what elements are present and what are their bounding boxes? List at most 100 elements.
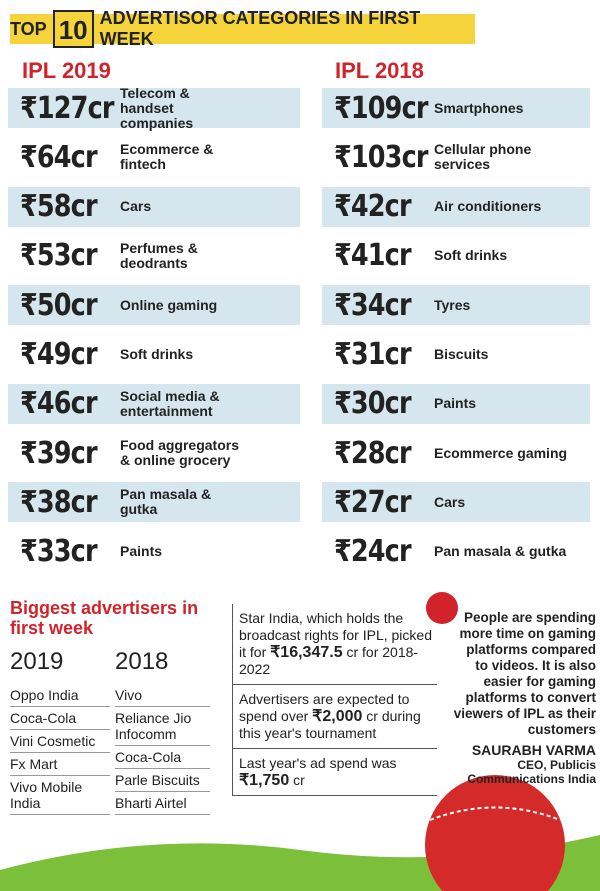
quote-role: CEO, Publicis Communications India [467, 758, 596, 786]
amount: ₹33cr [20, 534, 98, 570]
category-row: ₹58cr Cars [8, 186, 300, 227]
category: Cars [120, 198, 152, 215]
amount: ₹24cr [334, 534, 412, 570]
amount: ₹38cr [20, 484, 98, 520]
amount: ₹49cr [20, 337, 98, 372]
amount: ₹30cr [334, 386, 412, 422]
category: Pan masala & gutka [120, 486, 212, 518]
category: Air conditioners [434, 198, 542, 215]
amount: ₹64cr [20, 139, 98, 175]
category-row: ₹28cr Ecommerce gaming [322, 433, 590, 473]
amount: ₹31cr [334, 337, 412, 372]
amount: ₹127cr [20, 90, 114, 126]
header-pre: TOP [10, 18, 47, 39]
category-row: ₹46cr Social media & entertainment [8, 383, 300, 424]
category-row: ₹34cr Tyres [322, 285, 590, 326]
header: TOP 10 ADVERTISOR CATEGORIES IN FIRST WE… [10, 8, 475, 49]
advertiser: Coca-Cola [10, 707, 110, 730]
amount: ₹46cr [20, 386, 98, 422]
amount: ₹53cr [20, 238, 98, 274]
advertiser: Bharti Airtel [115, 792, 210, 815]
category-row: ₹33cr Paints [8, 532, 300, 572]
amount: ₹27cr [334, 484, 412, 520]
amount: ₹103cr [334, 139, 428, 175]
fact-text: Last year's ad spend was [239, 755, 397, 771]
category-row: ₹30cr Paints [322, 383, 590, 424]
category-row: ₹49cr Soft drinks [8, 335, 300, 375]
category-row: ₹50cr Online gaming [8, 285, 300, 326]
header-number: 10 [52, 10, 94, 48]
quote-text: People are spending more time on gaming … [453, 610, 596, 737]
fact-amount: ₹16,347.5 [270, 644, 343, 661]
advertiser: Vivo [115, 684, 210, 707]
fact-text: cr for 2018-2022 [239, 644, 419, 677]
category: Cars [434, 493, 466, 510]
header-title: ADVERTISOR CATEGORIES IN FIRST WEEK [99, 8, 421, 49]
category-row: ₹39cr Food aggregators & online grocery [8, 433, 300, 473]
category-row: ₹41cr Soft drinks [322, 236, 590, 276]
advertiser: Fx Mart [10, 753, 110, 776]
category-row: ₹127cr Telecom & handset companies [8, 84, 300, 131]
category: Biscuits [434, 346, 489, 362]
category: Tyres [434, 296, 471, 313]
category-row: ₹64cr Ecommerce & fintech [8, 137, 300, 177]
advertiser: Parle Biscuits [115, 769, 210, 792]
category: Telecom & handset companies [120, 84, 194, 131]
amount: ₹109cr [334, 90, 428, 126]
advertiser: Reliance Jio Infocomm [115, 707, 210, 746]
fact: Advertisers are expected to spend over ₹… [233, 685, 437, 749]
fact-text: cr during this year's tournament [239, 708, 421, 741]
category: Cellular phone services [434, 141, 532, 173]
category: Social media & entertainment [120, 387, 220, 419]
category: Soft drinks [434, 247, 508, 264]
fact-amount: ₹2,000 [312, 708, 363, 725]
category-row: ₹31cr Biscuits [322, 335, 590, 375]
category-row: ₹42cr Air conditioners [322, 186, 590, 227]
column-title: IPL 2018 [335, 58, 424, 83]
fact: Last year's ad spend was ₹1,750 cr [233, 749, 437, 796]
category-row: ₹53cr Perfumes & deodrants [8, 236, 300, 276]
category-row: ₹38cr Pan masala & gutka [8, 482, 300, 523]
facts: Star India, which holds the broadcast ri… [232, 604, 437, 796]
quote: People are spending more time on gaming … [452, 610, 596, 786]
category-row: ₹24cr Pan masala & gutka [322, 532, 590, 572]
fact-amount: ₹1,750 [239, 772, 290, 789]
advertiser: Coca-Cola [115, 746, 210, 769]
amount: ₹42cr [334, 189, 412, 225]
advertiser: Vivo Mobile India [10, 776, 110, 815]
category: Online gaming [120, 296, 218, 313]
amount: ₹39cr [20, 435, 98, 471]
advertiser-column: 2019 Oppo India Coca-Cola Vini Cosmetic Fx M… [10, 648, 110, 815]
year: 2018 [115, 648, 169, 675]
amount: ₹50cr [20, 287, 98, 323]
category-row: ₹27cr Cars [322, 482, 590, 523]
category: Soft drinks [120, 346, 194, 362]
fact-text: Advertisers are expected to spend over [239, 691, 410, 724]
amount: ₹28cr [334, 435, 412, 471]
fact-text: Star India, which holds the broadcast ri… [239, 610, 432, 660]
decoration [0, 592, 600, 891]
quote-name: SAURABH VARMA [471, 742, 596, 758]
category: Ecommerce & fintech [120, 141, 214, 173]
category: Pan masala & gutka [434, 543, 567, 560]
category-row: ₹109cr Smartphones [322, 88, 590, 128]
category: Perfumes & deodrants [120, 239, 198, 271]
advertiser: Vini Cosmetic [10, 730, 110, 753]
category: Smartphones [434, 99, 524, 116]
category: Food aggregators & online grocery [120, 437, 240, 469]
category: Ecommerce gaming [434, 444, 568, 461]
column-title: IPL 2019 [22, 58, 111, 83]
fact-text: cr [289, 772, 305, 788]
year: 2019 [10, 648, 64, 675]
advertisers: 2019 Oppo India Coca-Cola Vini Cosmetic Fx M… [10, 648, 210, 815]
advertisers-title: Biggest advertisers in first week [10, 598, 199, 638]
category: Paints [434, 395, 477, 412]
category: Paints [120, 543, 163, 560]
advertiser: Oppo India [10, 684, 110, 707]
amount: ₹34cr [334, 287, 412, 323]
amount: ₹58cr [20, 189, 98, 225]
amount: ₹41cr [334, 238, 412, 274]
category-row: ₹103cr Cellular phone services [322, 137, 590, 177]
advertiser-column: 2018 Vivo Reliance Jio Infocomm Coca-Cola Pa… [115, 648, 210, 815]
